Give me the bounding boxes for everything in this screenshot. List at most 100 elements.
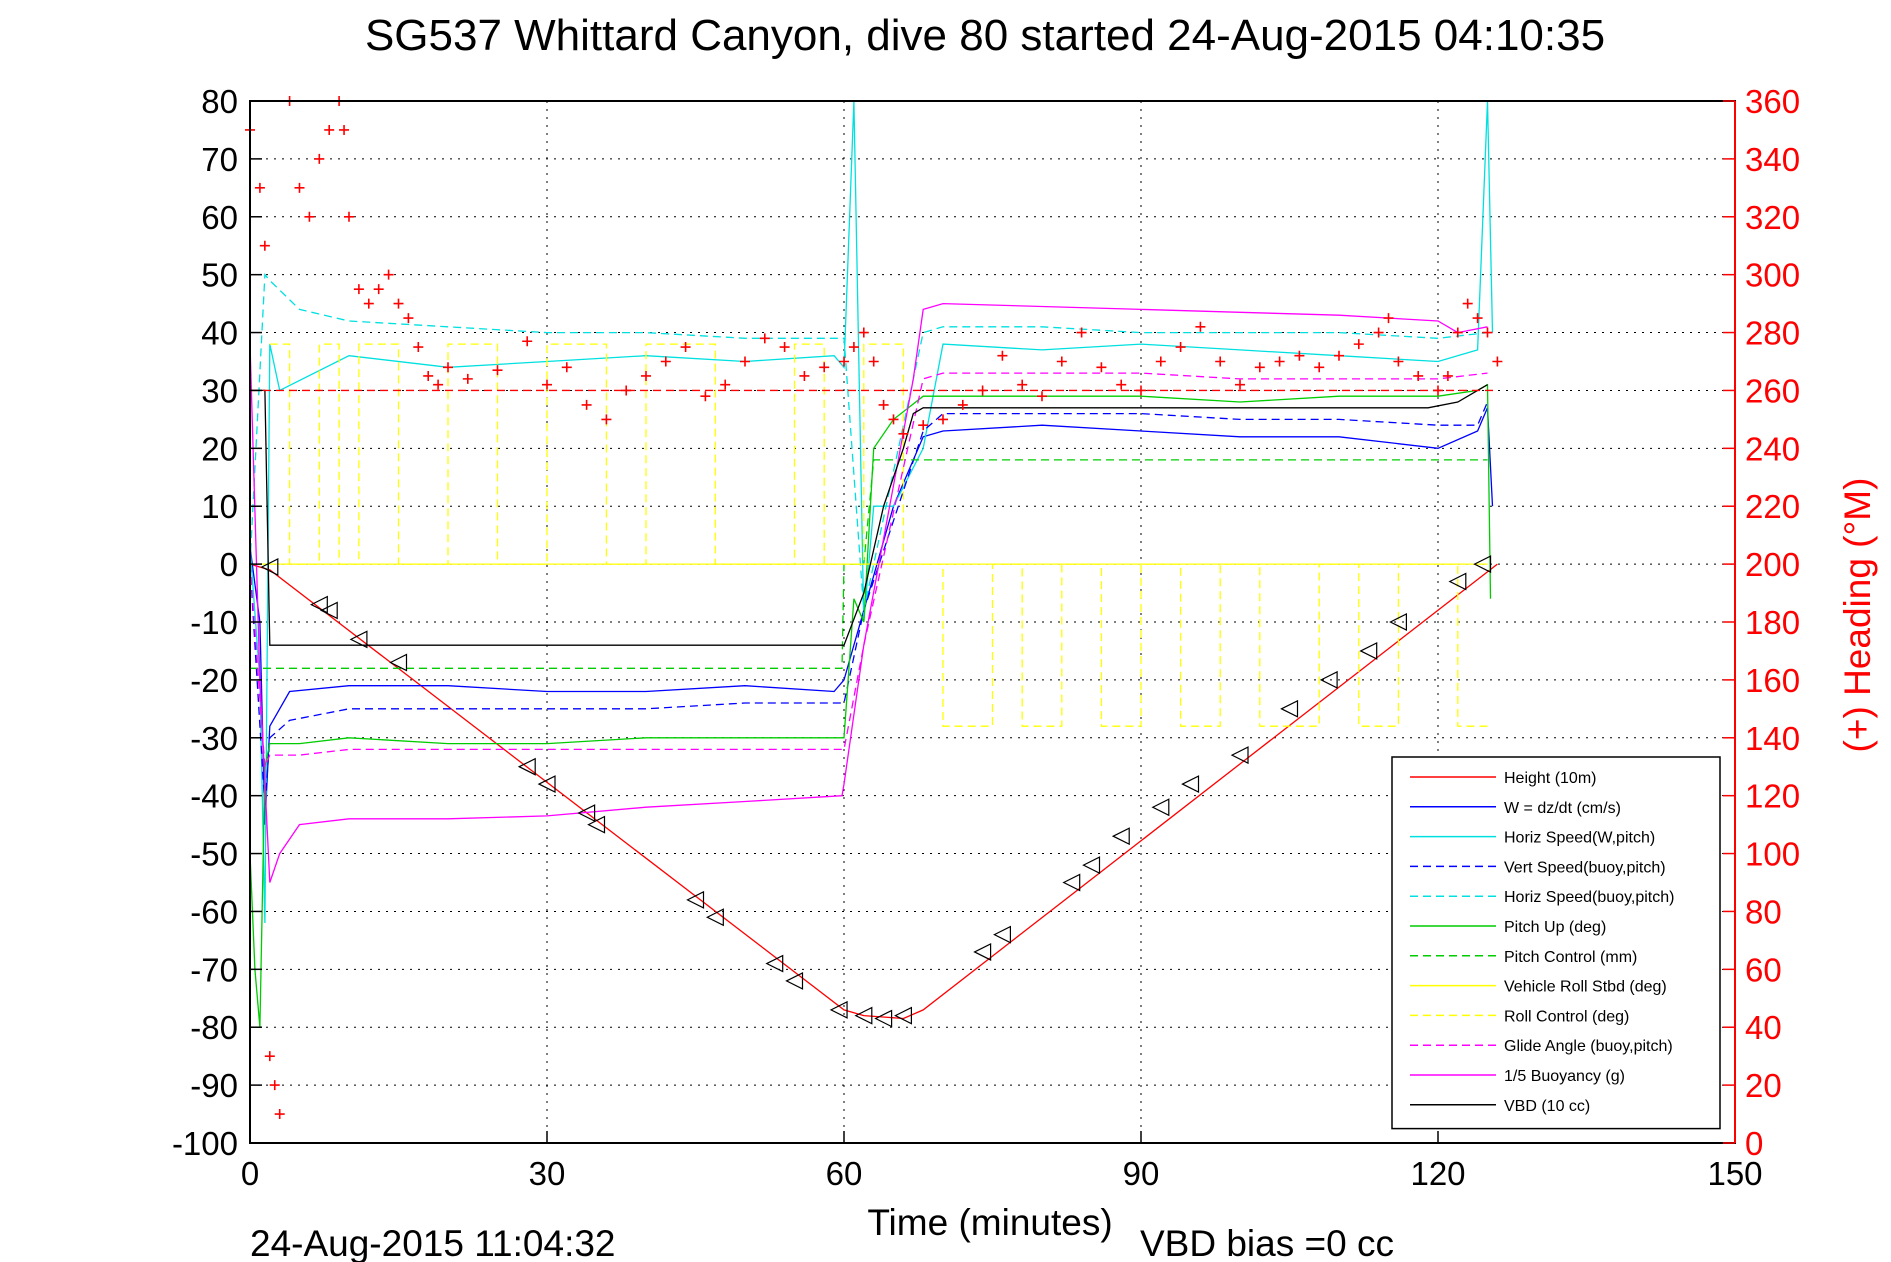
y-tick-label: 40 xyxy=(201,315,238,352)
heading-point xyxy=(1155,356,1166,367)
y-tick-label: 80 xyxy=(201,83,238,120)
series-line-pitch-up-deg xyxy=(249,383,1492,1028)
heading-point xyxy=(1037,391,1047,402)
y2-tick-label: 220 xyxy=(1745,488,1800,525)
heading-point xyxy=(423,370,434,381)
heading-point xyxy=(462,373,473,384)
heading-point xyxy=(839,356,849,367)
legend-entry-vbd-10-cc: VBD (10 cc) xyxy=(1504,1098,1590,1115)
series-line-glide-angle-buoy-pitch xyxy=(249,372,1488,767)
x-tick-label: 0 xyxy=(241,1155,259,1192)
series-line-1-5-buoyancy-g xyxy=(249,302,1488,883)
y-tick-label: -20 xyxy=(190,662,238,699)
dive-marker xyxy=(765,954,784,973)
y2-tick-label: 140 xyxy=(1745,720,1800,757)
y-tick-label: -90 xyxy=(190,1067,238,1104)
heading-point xyxy=(383,269,394,280)
heading-point xyxy=(443,362,453,373)
heading-point xyxy=(1235,379,1245,390)
heading-point xyxy=(918,420,929,431)
heading-point xyxy=(1294,350,1305,361)
dive-marker xyxy=(686,890,705,909)
heading-point xyxy=(1215,356,1226,367)
heading-point xyxy=(1274,356,1285,367)
series-line-w-dz-dt-cm-s xyxy=(249,407,1494,825)
heading-point xyxy=(858,327,869,338)
y2-tick-label: 360 xyxy=(1745,83,1800,120)
y2-tick-label: 240 xyxy=(1745,430,1800,467)
series-layer xyxy=(249,100,1498,1028)
dive-marker xyxy=(349,630,368,649)
y-tick-label: 30 xyxy=(201,372,238,409)
legend-box xyxy=(1391,756,1721,1130)
y2-tick-label: 320 xyxy=(1745,199,1800,236)
legend-entry-1-5-buoyancy-g: 1/5 Buoyancy (g) xyxy=(1504,1068,1625,1085)
y2-tick-label: 180 xyxy=(1745,604,1800,641)
heading-point xyxy=(759,333,770,344)
heading-point xyxy=(1017,379,1028,390)
series-line-height-10m xyxy=(249,563,1498,1020)
heading-point xyxy=(848,342,859,353)
dive-marker xyxy=(319,601,338,620)
y2-tick-label: 280 xyxy=(1745,315,1800,352)
legend-entry-pitch-up-deg: Pitch Up (deg) xyxy=(1504,919,1606,936)
heading-point xyxy=(1492,356,1503,367)
heading-point xyxy=(259,240,270,251)
heading-point xyxy=(353,284,364,295)
heading-point xyxy=(997,350,1008,361)
heading-point xyxy=(621,385,632,396)
y2-tick-label: 20 xyxy=(1745,1067,1782,1104)
heading-point xyxy=(339,124,350,135)
heading-point xyxy=(799,370,810,381)
y-tick-label: -60 xyxy=(190,893,238,930)
legend-entry-pitch-control-mm: Pitch Control (mm) xyxy=(1504,949,1637,966)
series-line-vbd-10-cc xyxy=(250,384,1488,646)
chart-title: SG537 Whittard Canyon, dive 80 started 2… xyxy=(365,11,1605,60)
heading-point xyxy=(542,379,552,390)
x-axis-label: Time (minutes) xyxy=(867,1202,1112,1243)
dive-marker xyxy=(993,925,1011,944)
y-tick-label: -80 xyxy=(190,1009,238,1046)
heading-point xyxy=(700,391,711,402)
y-tick-labels: 80 70 60 50 40 30 20 10 0 -10 -20 -30 -40 -50 -60 -70 -8… xyxy=(172,83,262,1162)
y-tick-label: -10 xyxy=(190,604,238,641)
heading-point xyxy=(1314,362,1325,373)
heading-point xyxy=(522,336,533,347)
dive-marker xyxy=(1062,873,1081,892)
heading-point xyxy=(957,399,968,410)
y2-tick-label: 120 xyxy=(1745,778,1800,815)
dive-marker xyxy=(537,775,556,794)
dive-marker xyxy=(973,942,992,961)
y2-axis-label: (+) Heading (°M) xyxy=(1837,478,1878,753)
heading-point xyxy=(938,414,948,425)
heading-point xyxy=(314,153,325,164)
heading-point xyxy=(779,342,790,353)
x-tick-label: 60 xyxy=(826,1155,863,1192)
y-tick-label: 70 xyxy=(201,141,238,178)
dive-marker xyxy=(1448,572,1467,591)
y-tick-label: -50 xyxy=(190,836,238,873)
heading-point xyxy=(344,211,354,222)
heading-point xyxy=(581,399,592,410)
y-tick-label: -40 xyxy=(190,778,238,815)
heading-point xyxy=(1353,339,1364,350)
y2-tick-label: 0 xyxy=(1745,1125,1763,1162)
footer-timestamp: 24-Aug-2015 11:04:32 xyxy=(250,1223,616,1262)
dive-marker xyxy=(1181,775,1200,794)
heading-point xyxy=(1373,327,1384,338)
heading-point xyxy=(373,284,384,295)
footer-vbd-bias: VBD bias =0 cc xyxy=(1140,1223,1394,1262)
heading-point xyxy=(1254,362,1265,373)
dive-marker xyxy=(1111,827,1130,846)
heading-point xyxy=(720,379,731,390)
dive-marker xyxy=(829,1000,848,1019)
heading-point xyxy=(1116,379,1127,390)
series-line-horiz-speed-buoy-pitch xyxy=(249,273,1488,611)
heading-point xyxy=(1334,350,1344,361)
x-tick-label: 120 xyxy=(1410,1155,1465,1192)
dive-marker xyxy=(1359,641,1378,660)
heading-point xyxy=(1136,385,1146,396)
heading-point xyxy=(254,182,265,193)
dive-marker-layer xyxy=(260,555,1492,1028)
